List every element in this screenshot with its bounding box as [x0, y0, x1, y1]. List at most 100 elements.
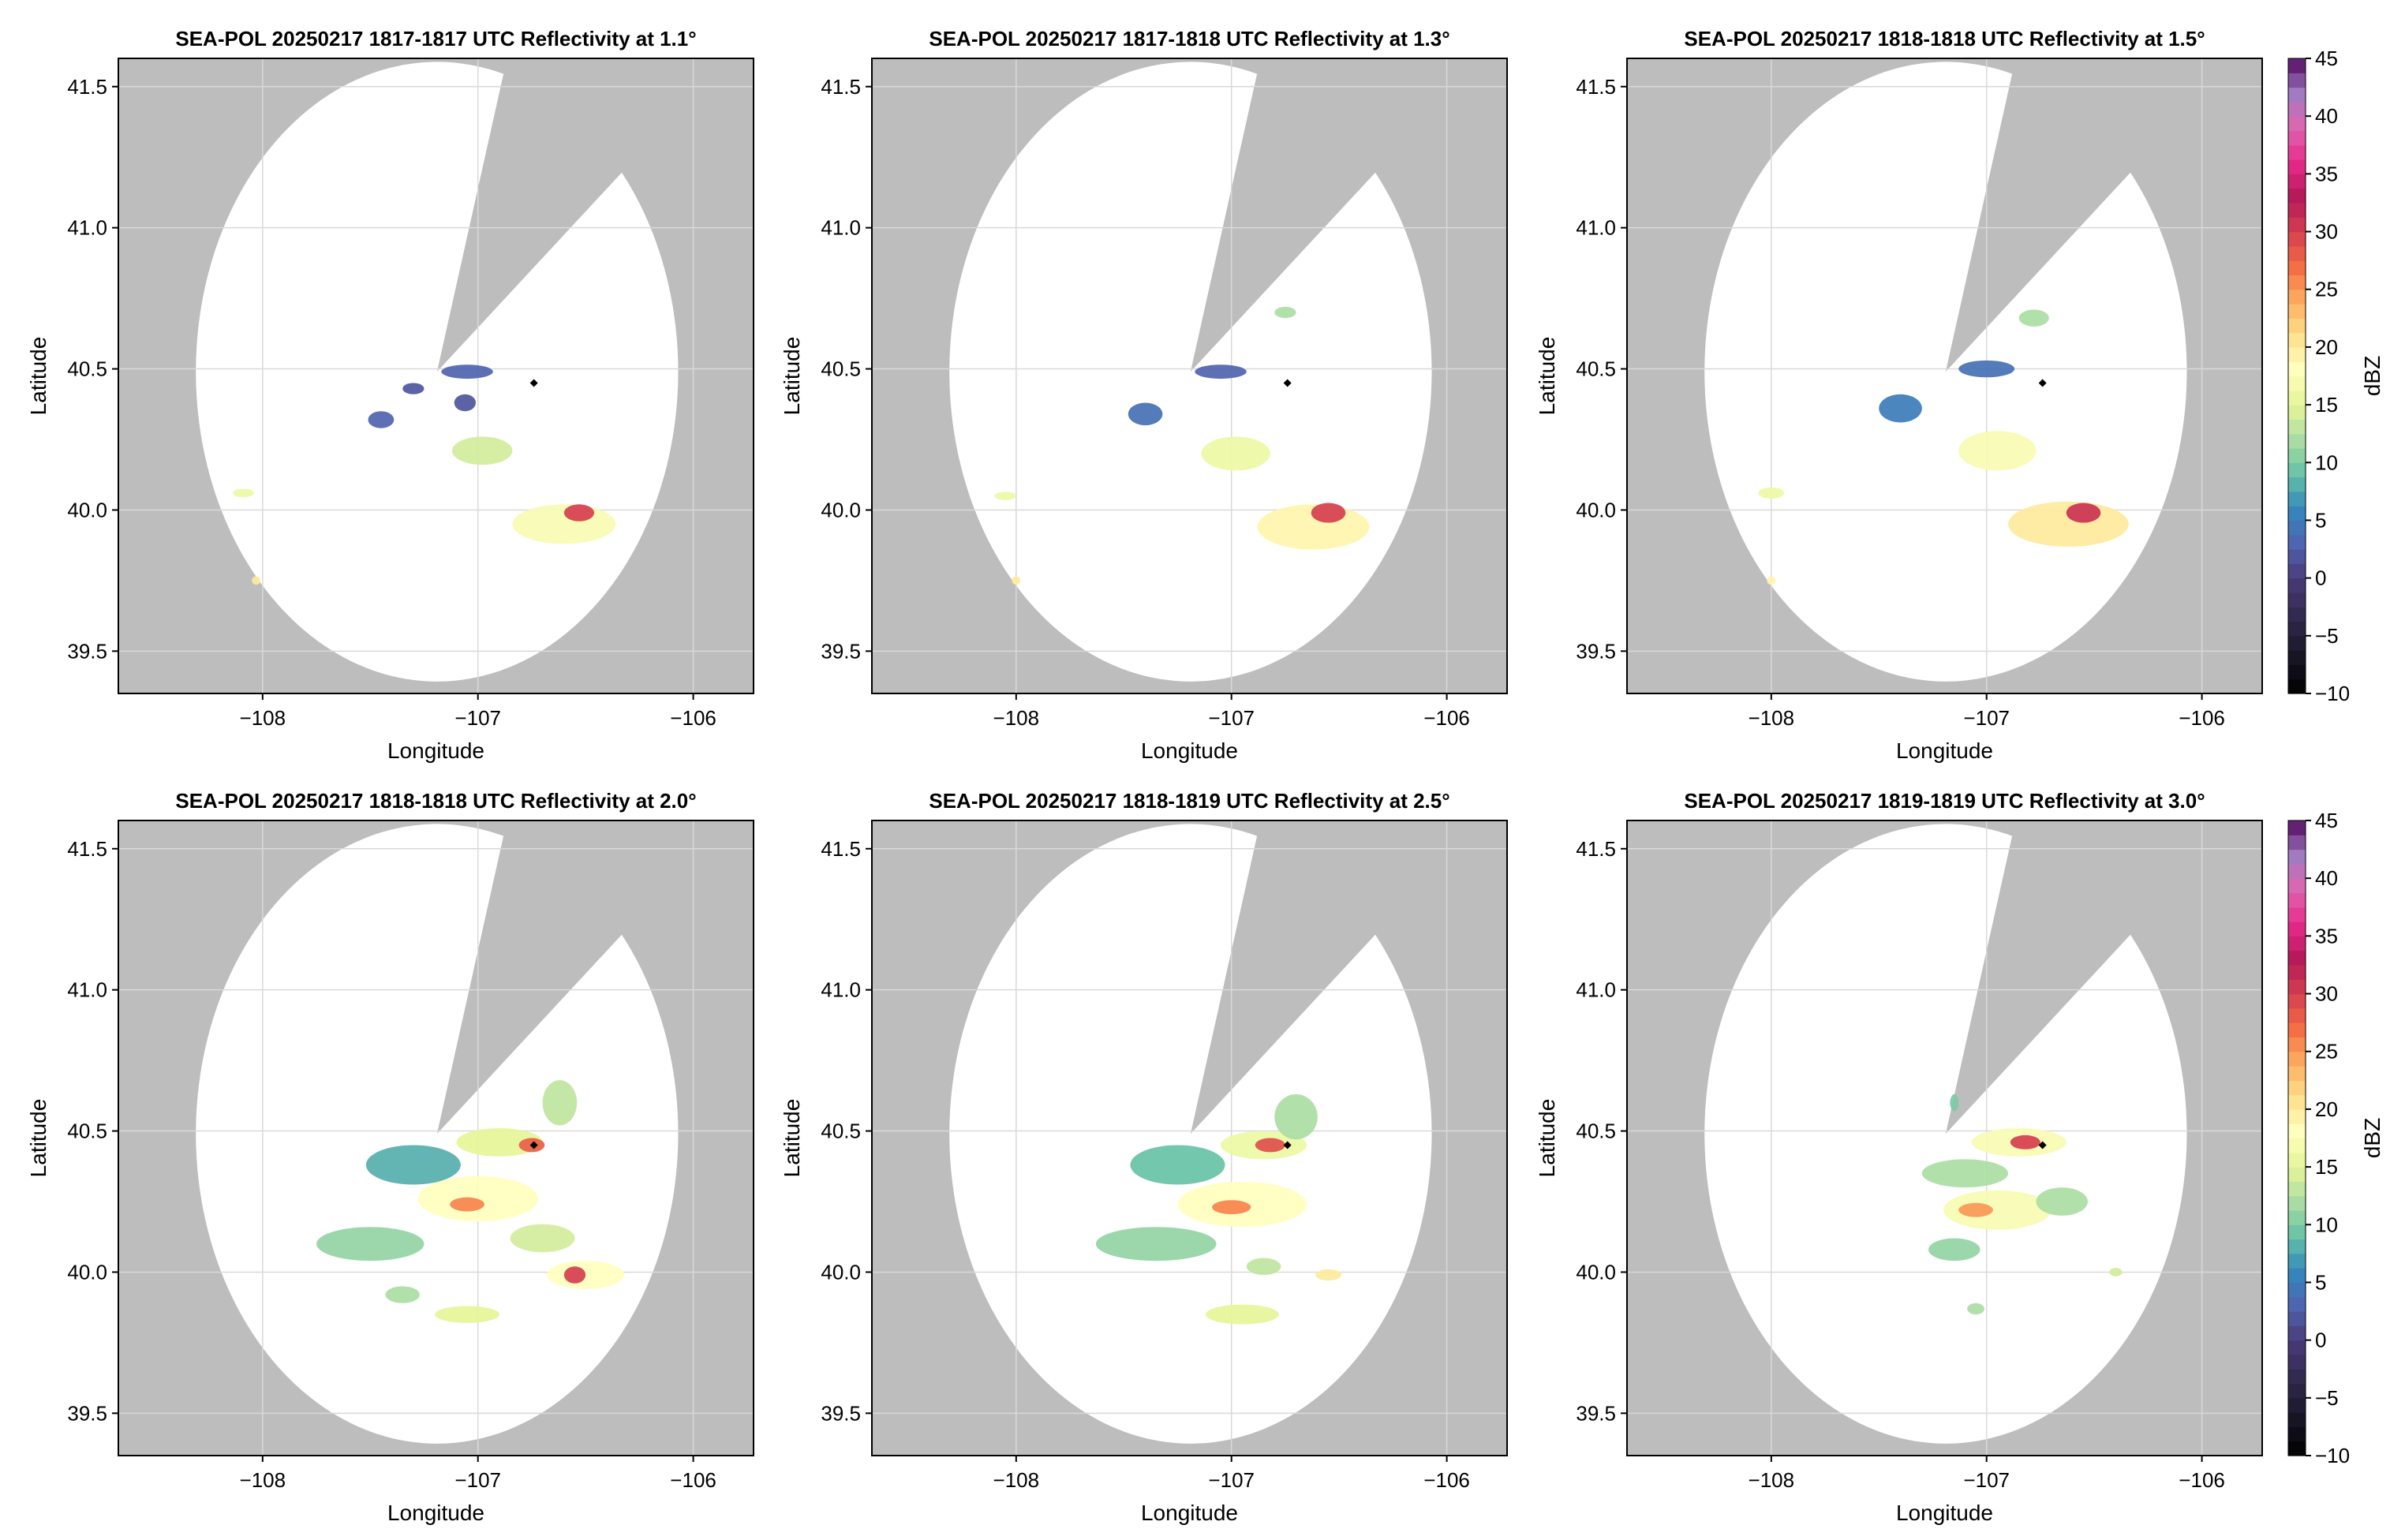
x-tick-label: −107 [1208, 1468, 1255, 1492]
colorbar-segment [2288, 189, 2306, 204]
y-axis-label: Latitude [26, 1099, 50, 1178]
reflectivity-echo [402, 383, 424, 394]
radar-panel-6: −108 −107 −106 39.5 40.0 40.5 41.0 41.5 SEA-POL … [1535, 789, 2262, 1525]
colorbar-segment [2288, 607, 2306, 622]
colorbar-label: dBZ [2360, 356, 2384, 396]
colorbar-segment [2288, 1037, 2306, 1052]
colorbar-segment [2288, 921, 2306, 936]
colorbar-segment [2288, 405, 2306, 420]
colorbar-segment [2288, 419, 2306, 434]
colorbar-tick-label: 45 [2315, 47, 2338, 70]
radar-panel-3: −108 −107 −10639.540.040.541.041.5SEA-POL … [1535, 27, 2262, 763]
reflectivity-echo [1206, 1305, 1279, 1325]
y-tick-label: 40.0 [1576, 498, 1616, 521]
reflectivity-echo [1202, 436, 1270, 470]
reflectivity-echo [366, 1145, 461, 1184]
colorbar-segment [2288, 462, 2306, 477]
colorbar-tick-label: 15 [2315, 1155, 2338, 1179]
y-axis-label: Latitude [1535, 337, 1559, 416]
colorbar-segment [2288, 477, 2306, 492]
colorbar-segment [2288, 304, 2306, 319]
colorbar-segment [2288, 1282, 2306, 1297]
reflectivity-echo [1922, 1159, 2008, 1187]
colorbar-tick-label: 40 [2315, 866, 2338, 890]
colorbar-segment [2288, 275, 2306, 290]
plot-area [872, 820, 1507, 1456]
colorbar-segment [2288, 1181, 2306, 1196]
x-axis-label: Longitude [387, 738, 484, 763]
x-tick-label: −108 [1749, 706, 1795, 730]
reflectivity-echo [1128, 402, 1163, 425]
colorbar-segment [2288, 563, 2306, 578]
reflectivity-echo [564, 504, 594, 521]
colorbar-segment [2288, 578, 2306, 593]
colorbar-segment [2288, 88, 2306, 103]
plot-area [872, 58, 1507, 693]
colorbar-tick-label: 35 [2315, 162, 2338, 185]
colorbar-segment [2288, 979, 2306, 994]
reflectivity-echo [995, 492, 1016, 500]
y-tick-label: 41.5 [821, 837, 861, 861]
x-tick-label: −107 [1963, 706, 2010, 730]
reflectivity-echo [441, 364, 492, 379]
colorbar-segment [2288, 58, 2306, 73]
colorbar-tick-label: 30 [2315, 982, 2338, 1006]
radar-panel-1: −108 −107 −106 39.5 40.0 40.5 41.0 41.5 SEA-POL … [26, 27, 754, 763]
colorbar-2: −10−5051015202530354045dBZ [2288, 809, 2384, 1467]
y-tick-label: 39.5 [821, 1401, 861, 1425]
y-tick-label: 41.5 [67, 837, 107, 861]
reflectivity-echo [1879, 394, 1922, 423]
reflectivity-echo [233, 489, 254, 498]
colorbar-segment [2288, 1441, 2306, 1456]
colorbar-segment [2288, 1138, 2306, 1153]
colorbar-tick-label: −5 [2315, 624, 2339, 648]
plot-area [118, 58, 754, 693]
colorbar-segment [2288, 1052, 2306, 1067]
reflectivity-echo [1274, 307, 1296, 318]
x-tick-label: −107 [1208, 706, 1255, 730]
y-tick-label: 41.0 [1576, 978, 1616, 1002]
colorbar-segment [2288, 333, 2306, 348]
colorbar-segment [2288, 102, 2306, 117]
plot-area [1627, 820, 2262, 1456]
reflectivity-echo [2067, 503, 2101, 523]
reflectivity-echo [1315, 1269, 1341, 1280]
x-axis-label: Longitude [1141, 738, 1238, 763]
colorbar-segment [2288, 1167, 2306, 1182]
x-tick-label: −108 [1749, 1468, 1795, 1492]
colorbar-segment [2288, 376, 2306, 391]
colorbar-tick-label: 5 [2315, 508, 2326, 532]
colorbar-segment [2288, 174, 2306, 189]
panel-title: SEA-POL 20250217 1819-1819 UTC Reflectiv… [1684, 789, 2205, 813]
reflectivity-echo [511, 1224, 575, 1253]
colorbar-segment [2288, 347, 2306, 362]
colorbar-segment [2288, 1325, 2306, 1340]
reflectivity-echo [1096, 1227, 1217, 1261]
y-tick-label: 40.5 [1576, 1119, 1616, 1143]
colorbar-segment [2288, 1412, 2306, 1427]
colorbar-segment [2288, 290, 2306, 305]
x-tick-label: −108 [993, 706, 1040, 730]
colorbar-segment [2288, 391, 2306, 406]
y-tick-label: 40.0 [1576, 1260, 1616, 1284]
colorbar-tick-label: −10 [2315, 1444, 2350, 1467]
colorbar-segment [2288, 1369, 2306, 1384]
y-tick-label: 41.0 [1576, 216, 1616, 240]
colorbar-segment [2288, 1066, 2306, 1081]
y-tick-label: 40.0 [67, 1260, 107, 1284]
y-tick-label: 40.0 [67, 498, 107, 521]
reflectivity-echo [1195, 364, 1246, 379]
y-tick-label: 39.5 [67, 1401, 107, 1425]
colorbar-tick-label: 30 [2315, 220, 2338, 244]
y-tick-label: 41.0 [67, 216, 107, 240]
x-tick-label: −107 [454, 706, 501, 730]
reflectivity-echo [2036, 1187, 2087, 1216]
reflectivity-echo [564, 1266, 585, 1283]
colorbar-segment [2288, 506, 2306, 521]
panel-title: SEA-POL 20250217 1818-1818 UTC Reflectiv… [1684, 27, 2205, 50]
colorbar-segment [2288, 1153, 2306, 1168]
reflectivity-echo [385, 1286, 420, 1303]
reflectivity-echo [1255, 1138, 1285, 1153]
colorbar-segment [2288, 1384, 2306, 1399]
colorbar-segment [2288, 1311, 2306, 1326]
